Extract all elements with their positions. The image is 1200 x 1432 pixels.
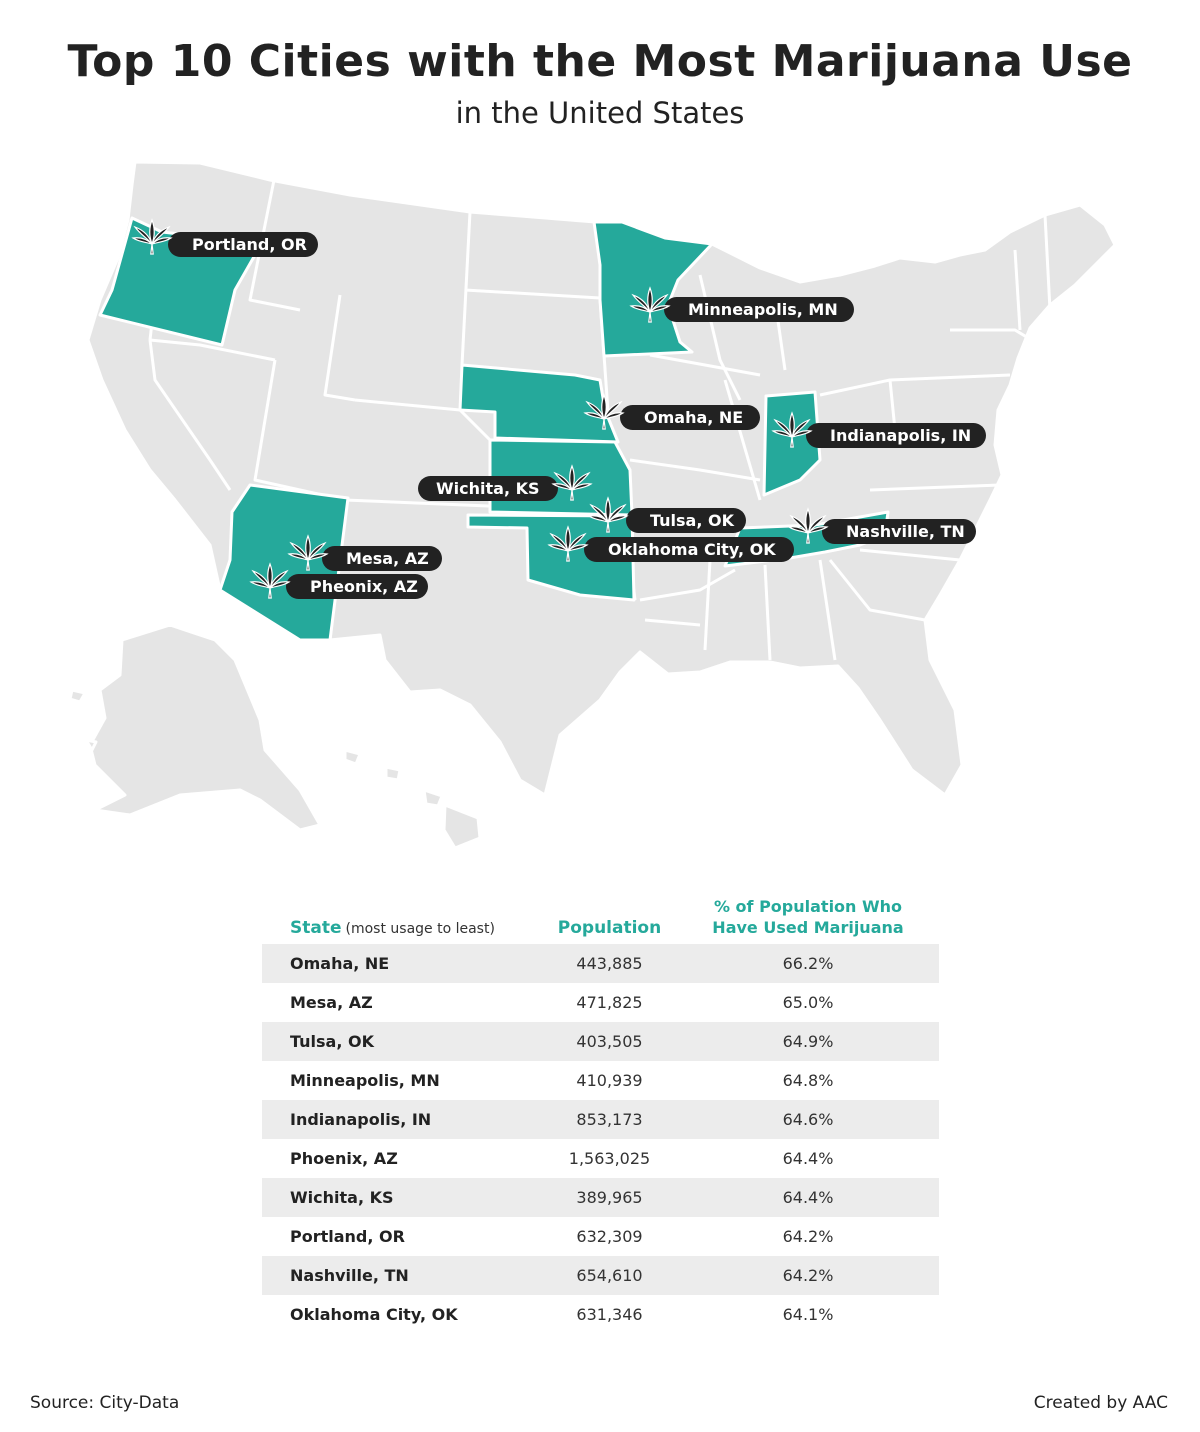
label-text: Omaha, NE xyxy=(644,408,743,427)
label-text: Pheonix, AZ xyxy=(310,577,418,596)
label-pill xyxy=(806,423,986,448)
city-label-phoenix: Pheonix, AZ xyxy=(250,563,428,599)
label-pill xyxy=(322,546,442,571)
table-row: Minneapolis, MN 410,939 64.8% xyxy=(262,1061,939,1100)
population-cell: 410,939 xyxy=(576,1071,643,1090)
city-label-mesa: Mesa, AZ xyxy=(288,535,442,571)
hawaii-maui xyxy=(422,788,444,808)
source-note: Source: City-Data xyxy=(30,1393,180,1413)
table-body: Omaha, NE 443,885 66.2% Mesa, AZ 471,825 65.0… xyxy=(262,944,939,1334)
percent-cell: 64.4% xyxy=(782,1188,834,1207)
table-row: Portland, OR 632,309 64.2% xyxy=(262,1217,939,1256)
label-text: Indianapolis, IN xyxy=(830,426,971,445)
city-cell: Indianapolis, IN xyxy=(290,1110,432,1129)
percent-cell: 64.2% xyxy=(782,1227,834,1246)
page-title: Top 10 Cities with the Most Marijuana Us… xyxy=(67,36,1133,87)
page-subtitle: in the United States xyxy=(455,96,745,130)
city-label-portland: Portland, OR xyxy=(132,219,318,257)
table-header: State (most usage to least) Population % … xyxy=(262,888,939,944)
alaska xyxy=(88,623,322,832)
percent-cell: 64.6% xyxy=(782,1110,834,1129)
state-minnesota xyxy=(592,220,714,358)
city-label-indianapolis: Indianapolis, IN xyxy=(772,412,986,448)
city-labels: Portland, OR Minneapolis, MN Omaha, NE Indi… xyxy=(132,219,986,599)
label-pill xyxy=(664,297,854,322)
percent-cell: 65.0% xyxy=(782,993,834,1012)
city-label-nashville: Nashville, TN xyxy=(788,508,976,544)
population-cell: 389,965 xyxy=(576,1188,643,1207)
header-percent: % of Population Who Have Used Marijuana xyxy=(712,897,904,937)
percent-cell: 64.1% xyxy=(782,1305,834,1324)
city-label-omaha: Omaha, NE xyxy=(584,394,760,430)
population-cell: 1,563,025 xyxy=(568,1149,651,1168)
population-cell: 654,610 xyxy=(576,1266,643,1285)
table-row: Omaha, NE 443,885 66.2% xyxy=(262,944,939,983)
label-pill xyxy=(620,405,760,430)
table-row: Wichita, KS 389,965 64.4% xyxy=(262,1178,939,1217)
percent-cell: 64.4% xyxy=(782,1149,834,1168)
credit-note: Created by AAC xyxy=(1033,1393,1168,1413)
city-label-tulsa: Tulsa, OK xyxy=(588,497,746,533)
label-text: Tulsa, OK xyxy=(650,511,735,530)
header-state: State (most usage to least) xyxy=(290,918,495,938)
city-cell: Minneapolis, MN xyxy=(290,1071,440,1090)
city-cell: Wichita, KS xyxy=(290,1188,394,1207)
percent-cell: 64.9% xyxy=(782,1032,834,1051)
hawaii-big xyxy=(442,803,482,850)
city-cell: Phoenix, AZ xyxy=(290,1149,398,1168)
label-text: Oklahoma City, OK xyxy=(608,540,776,559)
label-text: Wichita, KS xyxy=(436,479,540,498)
label-text: Mesa, AZ xyxy=(346,549,429,568)
label-pill xyxy=(626,508,746,533)
population-cell: 632,309 xyxy=(576,1227,643,1246)
hawaii-oahu xyxy=(384,765,402,782)
table-row: Nashville, TN 654,610 64.2% xyxy=(262,1256,939,1295)
state-nebraska xyxy=(458,363,620,444)
state-arizona xyxy=(218,483,350,642)
city-label-oklahoma-city: Oklahoma City, OK xyxy=(548,526,794,562)
city-cell: Nashville, TN xyxy=(290,1266,409,1285)
label-pill xyxy=(286,574,428,599)
city-cell: Omaha, NE xyxy=(290,954,390,973)
label-text: Nashville, TN xyxy=(846,522,965,541)
city-label-minneapolis: Minneapolis, MN xyxy=(630,287,854,323)
population-cell: 631,346 xyxy=(576,1305,643,1324)
label-pill xyxy=(168,232,318,257)
city-label-wichita: Wichita, KS xyxy=(418,465,592,501)
label-pill xyxy=(418,476,558,501)
percent-cell: 64.8% xyxy=(782,1071,834,1090)
table-row: Mesa, AZ 471,825 65.0% xyxy=(262,983,939,1022)
data-table: State (most usage to least) Population % … xyxy=(262,888,939,1334)
population-cell: 853,173 xyxy=(576,1110,643,1129)
header-population: Population xyxy=(557,918,662,938)
population-cell: 443,885 xyxy=(576,954,643,973)
city-cell: Portland, OR xyxy=(290,1227,405,1246)
header-state-note: (most usage to least) xyxy=(345,921,495,937)
label-pill xyxy=(822,519,976,544)
hawaii-kauai xyxy=(343,748,362,766)
us-map: Portland, OR Minneapolis, MN Omaha, NE Indi… xyxy=(68,160,1117,850)
population-cell: 471,825 xyxy=(576,993,643,1012)
table-row: Indianapolis, IN 853,173 64.6% xyxy=(262,1100,939,1139)
table-row: Phoenix, AZ 1,563,025 64.4% xyxy=(262,1139,939,1178)
percent-cell: 64.2% xyxy=(782,1266,834,1285)
label-text: Portland, OR xyxy=(192,235,307,254)
table-row: Oklahoma City, OK 631,346 64.1% xyxy=(262,1295,939,1334)
label-pill xyxy=(584,537,794,562)
percent-cell: 66.2% xyxy=(782,954,834,973)
population-cell: 403,505 xyxy=(576,1032,643,1051)
table-row: Tulsa, OK 403,505 64.9% xyxy=(262,1022,939,1061)
city-cell: Tulsa, OK xyxy=(290,1032,374,1051)
label-text: Minneapolis, MN xyxy=(688,300,838,319)
city-cell: Oklahoma City, OK xyxy=(290,1305,458,1324)
city-cell: Mesa, AZ xyxy=(290,993,373,1012)
